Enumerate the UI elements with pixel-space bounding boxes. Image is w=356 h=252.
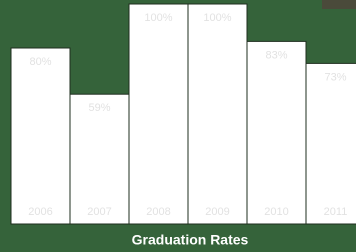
- bar: [188, 4, 247, 224]
- x-tick-label: 2009: [205, 206, 229, 218]
- bar: [129, 4, 188, 224]
- value-label: 100%: [144, 12, 172, 24]
- page: {"chart_data": {"type": "bar", "title": …: [0, 0, 356, 252]
- x-tick-label: 2008: [146, 206, 170, 218]
- x-tick-label: 2010: [264, 206, 288, 218]
- chart-title: Graduation Rates: [132, 232, 249, 248]
- value-label: 73%: [324, 71, 346, 83]
- value-label: 80%: [29, 56, 51, 68]
- bar: [11, 48, 70, 224]
- chart: 80% 2006 59% 2007 100% 2008 100% 2009 83% 2010 73%…: [0, 0, 356, 252]
- bar: [306, 63, 356, 224]
- x-tick-label: 2006: [28, 206, 52, 218]
- bar: [247, 41, 306, 224]
- x-tick-label: 2007: [87, 206, 111, 218]
- value-label: 83%: [265, 49, 287, 61]
- x-tick-label: 2011: [324, 206, 348, 218]
- thumbnail: [322, 0, 356, 9]
- value-label: 100%: [203, 12, 231, 24]
- value-label: 59%: [88, 102, 110, 114]
